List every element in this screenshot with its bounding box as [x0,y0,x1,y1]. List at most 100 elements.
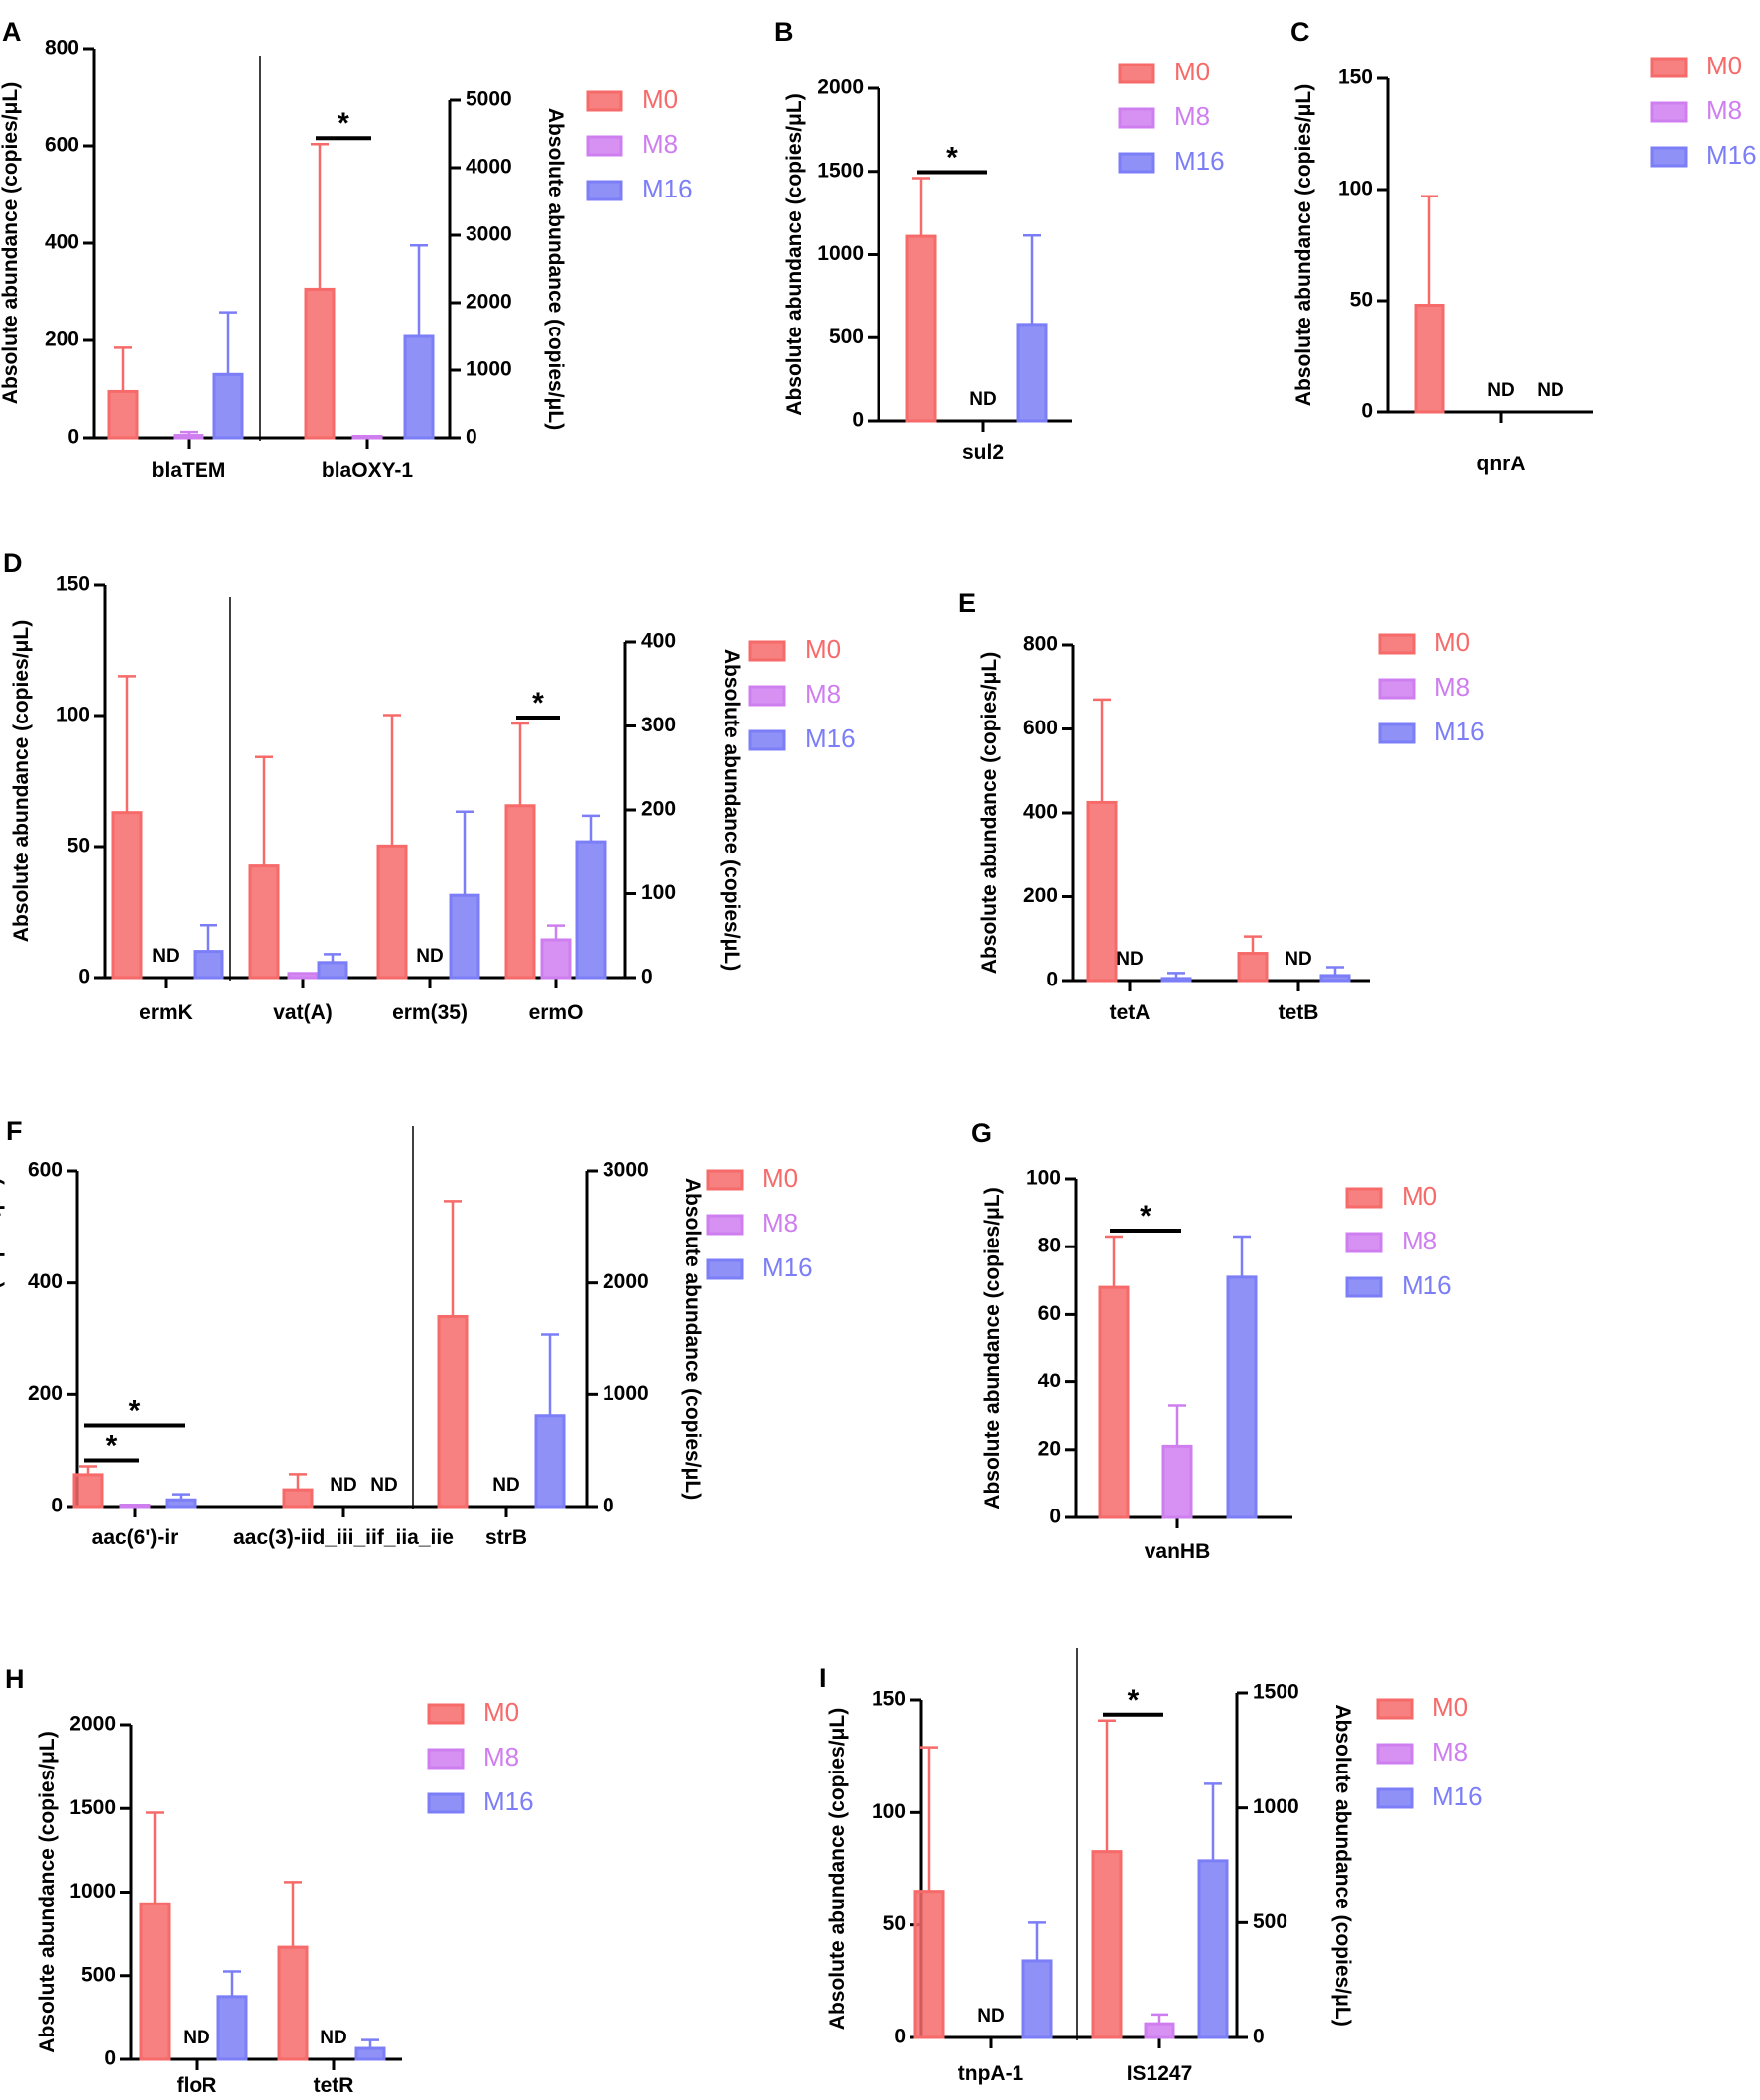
panel-a: A Absolute abundance (copies/μL) 0 200 400 60… [0,17,693,482]
y-tick-label: 50 [1350,289,1373,312]
category-label: IS1247 [1127,2062,1193,2085]
category-label: tetB [1279,1001,1319,1024]
legend-label-m16: M16 [762,1252,813,1282]
legend-label-m16: M16 [1402,1270,1452,1300]
y-tick-label: 60 [1038,1302,1061,1325]
right-y-tick-label: 1000 [603,1382,649,1405]
legend-label-m16: M16 [1174,146,1225,176]
legend-label-m0: M0 [642,84,678,114]
significance-star: * [1140,1200,1151,1233]
bar-sul2-m16 [1016,323,1048,423]
nd-label: ND [370,1475,397,1496]
y-axis-title: Absolute abundance (copies/μL) [981,1187,1004,1509]
y-tick-label: 0 [852,409,864,432]
right-y-tick-label: 4000 [466,156,512,179]
panel-c: C Absolute abundance (copies/μL) 0 50 100 150… [1290,17,1757,475]
y-tick-label: 800 [45,37,79,60]
bar-vanhb-m0 [1098,1285,1130,1519]
y-tick-label: 1000 [817,242,864,265]
legend-swatch-m0 [1345,1187,1383,1209]
legend-label-m16: M16 [483,1786,534,1816]
category-label: strB [485,1526,527,1549]
nd-label: ND [1537,380,1563,401]
y-tick-label: 0 [1361,400,1373,423]
y-tick-label: 0 [1046,969,1058,991]
legend-swatch-m0 [1118,63,1155,84]
bar-vanhb-m8 [1161,1444,1193,1519]
right-y-axis-title: Absolute abundance (copies/μL) [681,1178,704,1500]
y-tick-label: 80 [1038,1235,1061,1257]
y-tick-label: 150 [1338,66,1373,89]
panel-g: G Absolute abundance (copies/μL) 0 20 40 60 80… [971,1118,1452,1563]
panel-b: B Absolute abundance (copies/μL) 0 500 1000 1… [774,17,1225,463]
category-label: tnpA-1 [958,2062,1024,2085]
nd-label: ND [320,2028,346,2048]
right-y-tick-label: 0 [603,1495,614,1517]
bar-vat-a-m8 [287,972,319,980]
y-tick-label: 100 [872,1800,906,1823]
y-tick-label: 50 [883,1912,906,1935]
y-axis-title: Absolute abundance (copies/μL) [36,1731,59,2052]
legend-label-m0: M0 [1174,57,1210,86]
legend-label-m0: M0 [762,1163,798,1193]
panel-label: A [2,17,22,47]
bar-vanhb-m16 [1226,1275,1258,1519]
panel-label: C [1290,17,1310,47]
y-tick-label: 1500 [69,1796,116,1819]
legend-swatch-m0 [1376,1698,1414,1720]
y-tick-label: 200 [28,1382,63,1405]
right-y-axis-title: Absolute abundance (copies/μL) [720,649,743,971]
y-axis-title: Absolute abundance (copies/μL) [0,1178,5,1500]
right-y-tick-label: 0 [466,426,477,449]
legend-swatch-m16 [706,1258,744,1280]
bar-tetb-m0 [1237,952,1269,983]
bar-teta-m16 [1160,977,1192,983]
panel-i: I Absolute abundance (copies/μL) 0 50 100 150… [819,1648,1483,2085]
panel-h: H Absolute abundance (copies/μL) 0 500 1000 1… [5,1664,534,2097]
legend-swatch-m8 [427,1748,465,1770]
panel-label: B [774,17,794,47]
nd-label: ND [1285,949,1311,970]
y-tick-label: 1000 [69,1880,116,1903]
right-y-tick-label: 5000 [466,88,512,111]
bar-is1247-m16 [1197,1859,1229,2039]
legend-swatch-m16 [427,1792,465,1814]
bar-tnpa-1-m16 [1021,1959,1053,2039]
y-axis-title: Absolute abundance (copies/μL) [978,652,1001,974]
bar-aac-6-ir-m16 [165,1498,197,1509]
legend-swatch-m8 [1376,1743,1414,1765]
panel-label: I [819,1663,827,1693]
legend-swatch-m0 [748,640,786,662]
y-axis-title: Absolute abundance (copies/μL) [783,93,806,415]
y-tick-label: 500 [829,326,864,348]
legend-swatch-m8 [748,685,786,707]
category-label: qnrA [1477,453,1526,475]
legend-label-m16: M16 [1434,717,1485,746]
right-y-tick-label: 3000 [466,223,512,246]
bar-is1247-m8 [1144,2022,1175,2039]
y-tick-label: 0 [104,2047,116,2070]
nd-label: ND [977,2006,1004,2027]
nd-label: ND [1487,380,1514,401]
y-tick-label: 600 [1023,717,1058,739]
bar-tetr-m0 [277,1945,309,2061]
y-tick-label: 20 [1038,1437,1061,1460]
significance-star: * [106,1429,118,1462]
bar-teta-m0 [1086,800,1118,983]
bar-is1247-m0 [1091,1850,1123,2039]
panel-label: H [5,1664,25,1694]
legend-swatch-m8 [1118,107,1155,129]
category-label: vanHB [1145,1540,1211,1563]
right-y-tick-label: 2000 [603,1270,649,1293]
y-tick-label: 400 [45,231,79,254]
right-y-tick-label: 0 [641,966,653,988]
y-tick-label: 600 [28,1159,63,1182]
bar-ermk-m0 [111,811,143,980]
y-tick-label: 2000 [817,76,864,99]
significance-star: * [338,107,349,140]
legend-swatch-m0 [427,1703,465,1725]
y-tick-label: 200 [45,328,79,351]
legend-label-m8: M8 [1174,101,1210,131]
y-tick-label: 150 [56,573,90,595]
